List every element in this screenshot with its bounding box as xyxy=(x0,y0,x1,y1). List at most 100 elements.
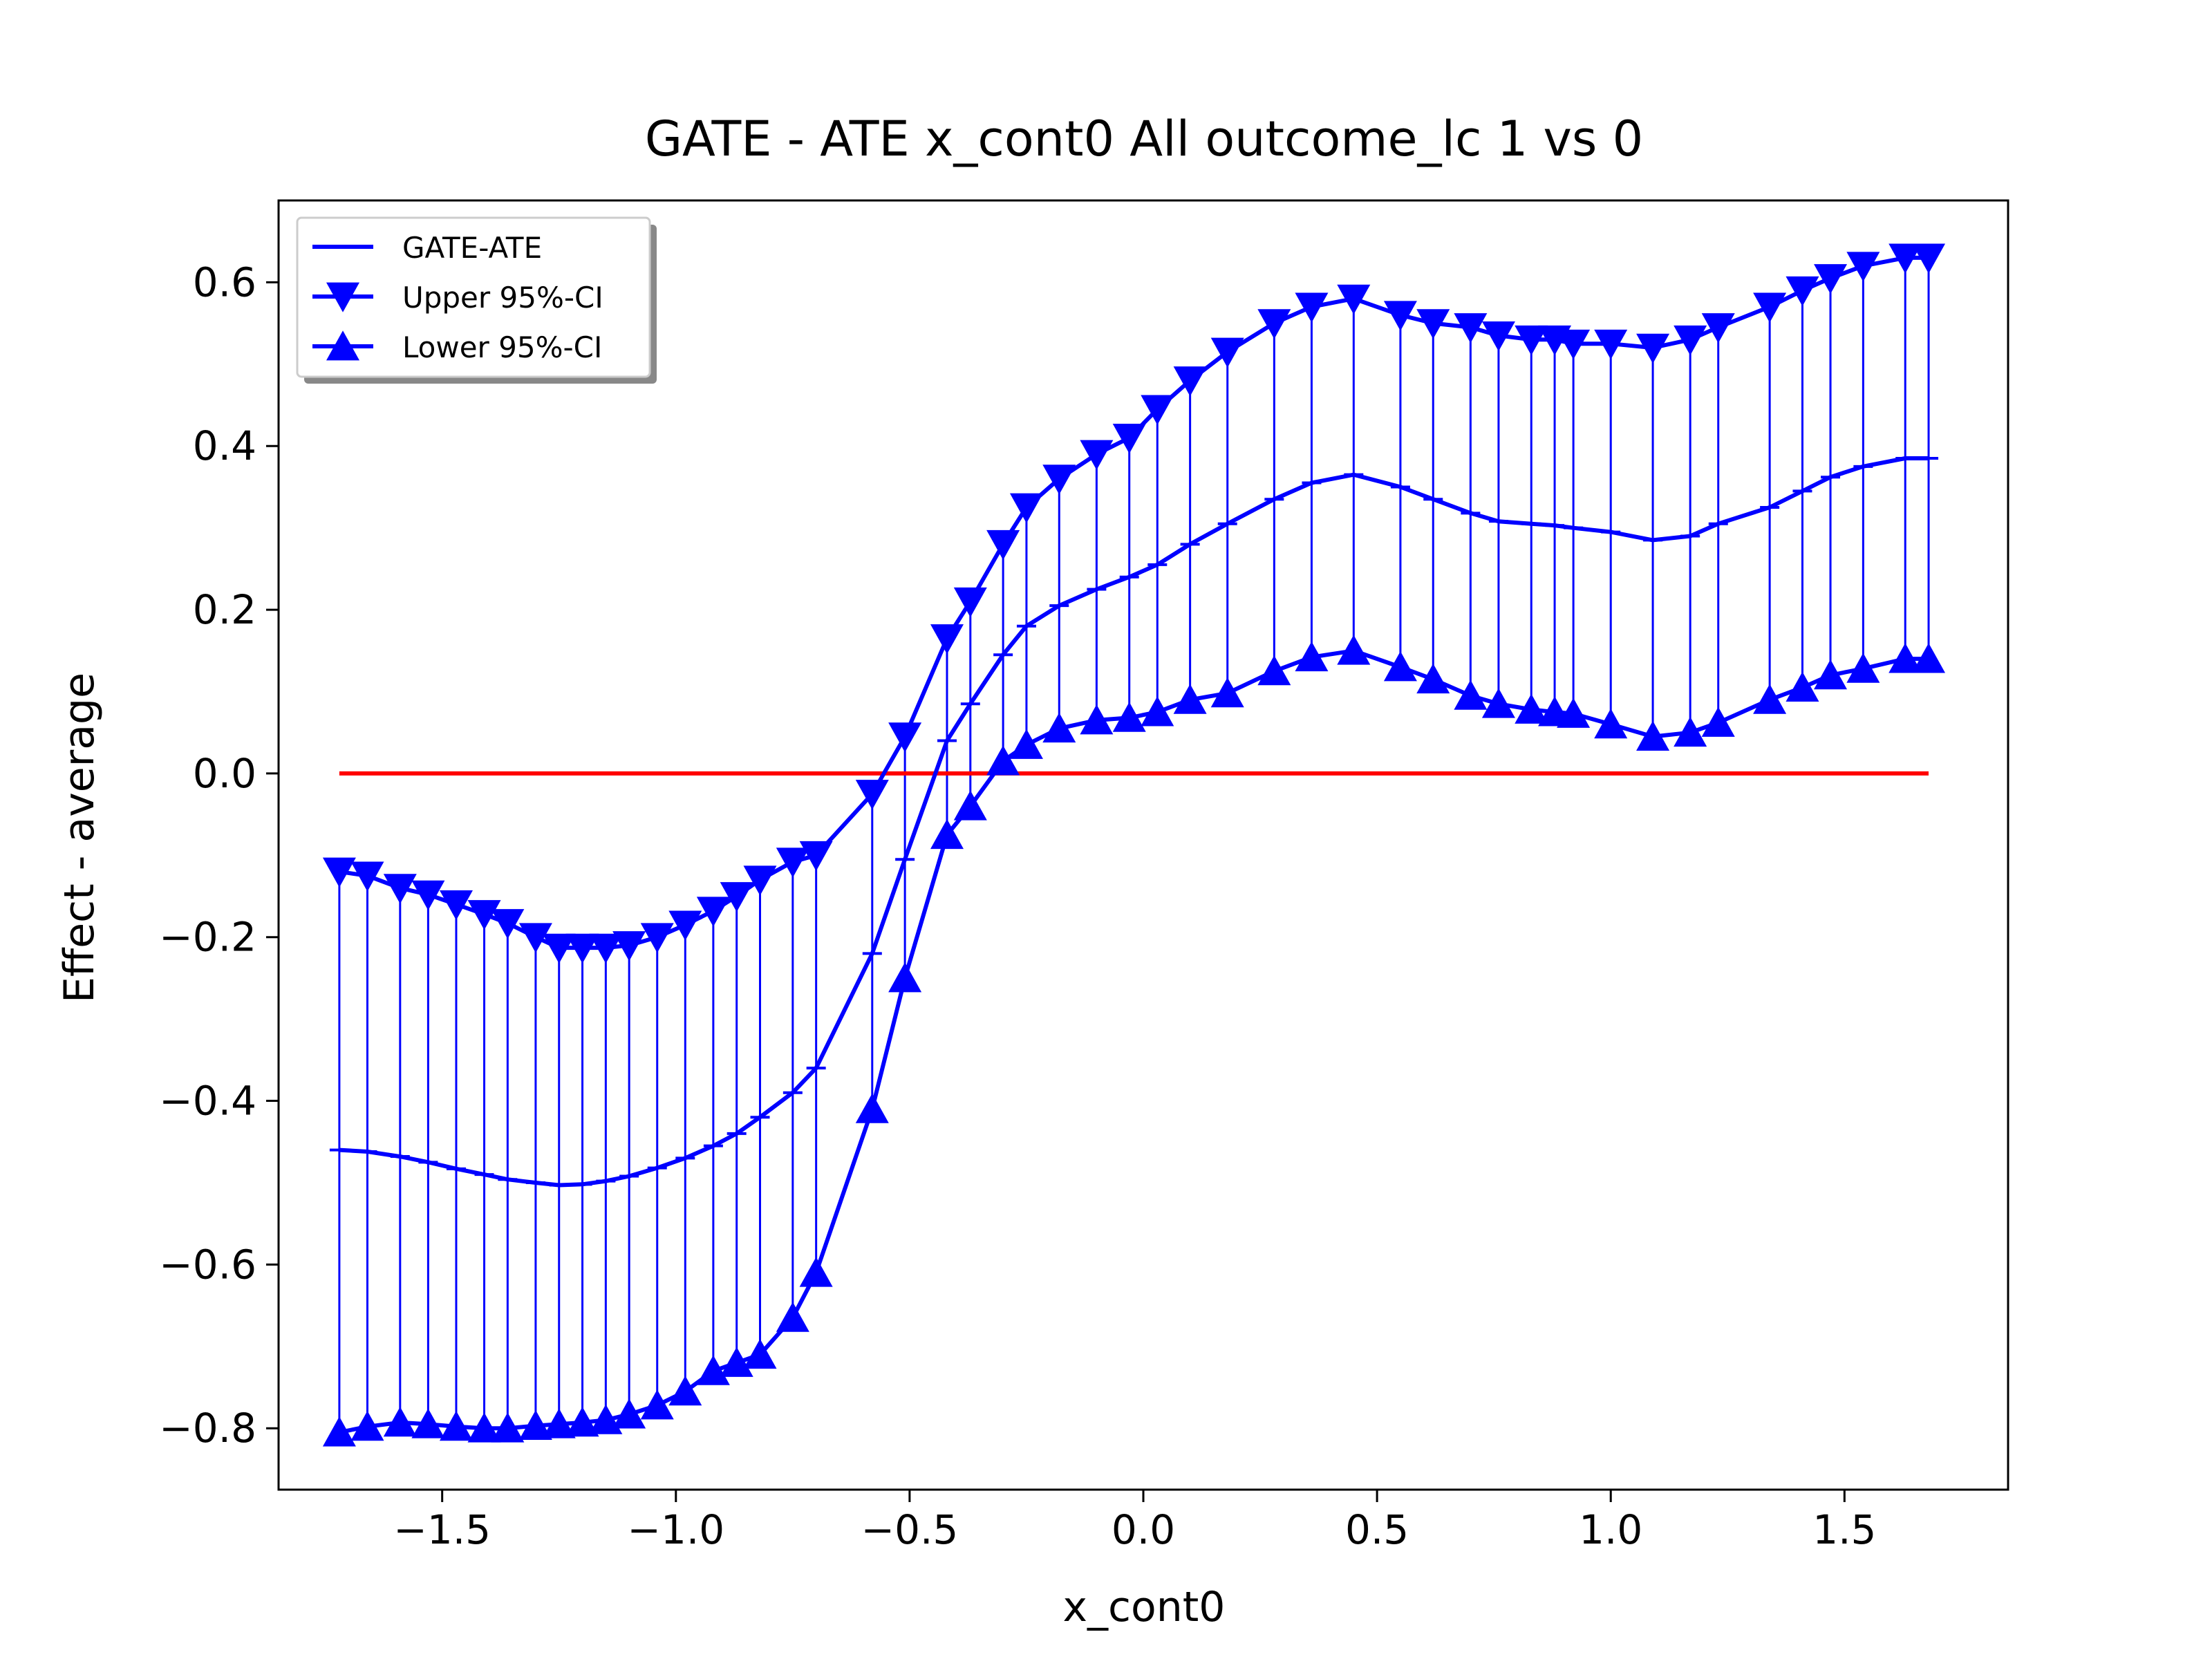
legend-box xyxy=(296,216,651,378)
lower-ci-marker xyxy=(565,1407,599,1437)
lower-ci-marker xyxy=(953,790,987,821)
gate-ate-line xyxy=(339,456,1929,1188)
lower-ci-marker xyxy=(640,1389,674,1420)
upper-ci-marker xyxy=(491,909,525,939)
lower-ci-marker xyxy=(411,1408,445,1438)
upper-ci-marker xyxy=(350,861,384,892)
y-tick-label: −0.8 xyxy=(159,1405,256,1452)
upper-ci-marker xyxy=(888,722,922,753)
lower-ci-marker xyxy=(776,1302,809,1332)
lower-ci-marker xyxy=(1257,655,1291,686)
upper-ci-marker xyxy=(1594,329,1628,360)
lower-ci-marker xyxy=(1080,704,1114,735)
lower-ci-marker xyxy=(743,1338,777,1369)
lower-ci-marker xyxy=(467,1412,501,1443)
upper-ci-marker xyxy=(1383,301,1417,331)
upper-ci-marker xyxy=(1080,440,1114,470)
legend-marker xyxy=(326,330,359,361)
lower-ci-marker xyxy=(1173,684,1207,714)
y-tick-label: 0.6 xyxy=(193,259,256,306)
legend-label: Upper 95%-CI xyxy=(402,281,603,315)
lower-ci-marker xyxy=(1557,697,1591,728)
lower-ci-marker xyxy=(1674,716,1707,747)
upper-ci-marker xyxy=(696,897,730,927)
upper-ci-marker xyxy=(1210,337,1244,368)
lower-ci-marker xyxy=(720,1347,753,1377)
x-tick-label: 0.5 xyxy=(1345,1506,1409,1553)
upper-ci-marker xyxy=(589,933,623,964)
lower-ci-marker xyxy=(350,1411,384,1441)
x-axis-label: x_cont0 xyxy=(1063,1583,1226,1631)
upper-ci-marker xyxy=(1112,423,1146,454)
y-tick-label: −0.4 xyxy=(159,1078,256,1125)
lower-ci-marker xyxy=(1888,643,1922,673)
upper-ci-marker xyxy=(930,624,964,655)
x-tick-label: −1.0 xyxy=(627,1506,724,1553)
upper-ci-marker xyxy=(1257,309,1291,339)
upper-ci-marker xyxy=(1912,243,1946,274)
x-tick-label: 0.0 xyxy=(1112,1506,1175,1553)
y-tick-label: 0.2 xyxy=(193,586,256,633)
upper-ci-marker xyxy=(1141,395,1174,425)
upper-ci-marker xyxy=(953,587,987,618)
lower-ci-marker xyxy=(1295,641,1329,672)
upper-ci-marker xyxy=(467,900,501,930)
upper-ci-marker xyxy=(439,890,473,921)
lower-ci-marker xyxy=(1594,709,1628,739)
upper-ci-marker xyxy=(383,874,417,904)
lower-ci-marker xyxy=(668,1376,702,1406)
upper-ci-marker xyxy=(542,933,576,964)
lower-ci-marker xyxy=(1009,729,1043,759)
lower-ci-marker xyxy=(1785,671,1819,702)
upper-ci-marker xyxy=(986,529,1020,561)
upper-ci-marker xyxy=(1454,313,1488,344)
lower-ci-marker xyxy=(930,818,964,850)
lower-ci-marker xyxy=(1814,659,1848,690)
axes: −1.5 −1.0 −0.5 0.0 0.5 1.0 1.5 −0.8 −0.6 −0.4 −0.2… xyxy=(159,199,2009,1553)
upper-ci-marker xyxy=(1042,465,1076,495)
upper-ci-marker xyxy=(518,923,552,953)
legend-label: GATE-ATE xyxy=(402,231,542,265)
upper-ci-marker xyxy=(1337,284,1371,315)
upper-ci-marker xyxy=(1636,333,1670,364)
upper-ci-marker xyxy=(1557,329,1591,360)
chart-title: GATE - ATE x_cont0 All outcome_lc 1 vs 0 xyxy=(645,111,1643,167)
upper-ci-marker xyxy=(1846,252,1880,282)
legend-label: Lower 95%-CI xyxy=(402,330,602,364)
upper-ci-marker xyxy=(743,865,777,896)
lower-ci-marker xyxy=(612,1398,646,1429)
upper-ci-marker xyxy=(776,847,809,878)
lower-ci-marker xyxy=(1337,635,1371,665)
x-tick-label: 1.0 xyxy=(1579,1506,1642,1553)
lower-ci-marker xyxy=(1454,679,1488,710)
upper-ci-marker xyxy=(1674,325,1707,356)
upper-ci-marker xyxy=(668,910,702,941)
y-tick-label: 0.0 xyxy=(193,750,256,797)
upper-ci-marker xyxy=(1481,321,1515,352)
upper-ci-marker xyxy=(612,931,646,962)
y-tick-label: 0.4 xyxy=(193,422,256,469)
lower-ci-marker xyxy=(1701,706,1735,737)
upper-ci-marker xyxy=(1701,313,1735,344)
lower-ci-marker xyxy=(696,1355,730,1385)
lower-ci-marker xyxy=(1753,684,1787,714)
upper-ci-marker xyxy=(1814,264,1848,294)
lower-ci-marker xyxy=(1846,653,1880,683)
lower-ci-marker xyxy=(322,1416,356,1447)
lower-ci-marker xyxy=(986,745,1020,776)
lower-ci-marker xyxy=(1042,712,1076,743)
upper-ci-marker xyxy=(1785,276,1819,307)
lower-ci-marker xyxy=(1416,663,1450,694)
upper-ci-marker xyxy=(640,923,674,953)
lower-ci-marker xyxy=(1515,693,1548,724)
y-tick-label: −0.2 xyxy=(159,914,256,961)
plot-area xyxy=(322,243,1946,1447)
upper-ci-marker xyxy=(1416,309,1450,339)
legend-marker xyxy=(326,282,359,312)
lower-ci-marker xyxy=(1141,696,1174,727)
lower-ci-marker xyxy=(799,1257,833,1287)
x-tick-label: −0.5 xyxy=(861,1506,958,1553)
upper-ci-marker xyxy=(855,780,889,810)
y-tick-label: −0.6 xyxy=(159,1241,256,1288)
lower-ci-marker xyxy=(1112,702,1146,732)
